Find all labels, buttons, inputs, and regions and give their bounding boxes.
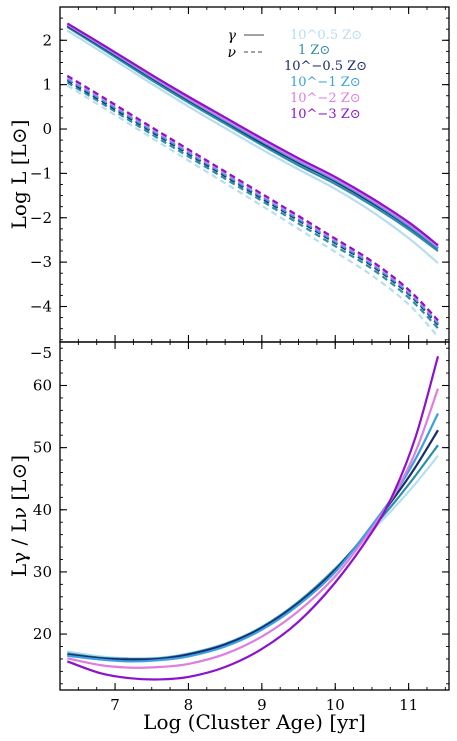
top-series-line-11	[66, 74, 439, 322]
top-y-tick-label: −2	[30, 209, 52, 227]
bottom-plot-frame	[59, 341, 450, 691]
bottom-extra-tick-label: −5	[30, 344, 52, 362]
bottom-y-axis-label: Lγ / Lν [L⊙]	[7, 455, 31, 577]
top-y-tick-label: −3	[30, 253, 52, 271]
top-ticks: 2 1 0 −1 −2 −3 −4	[30, 6, 449, 342]
bottom-series-line-1	[67, 444, 439, 661]
bottom-series-line-5	[66, 355, 440, 681]
legend-style-key-label: γ	[228, 28, 237, 44]
top-series-group	[66, 22, 439, 338]
top-series-line-7	[66, 81, 439, 330]
top-y-tick-label: −1	[30, 164, 52, 182]
legend-entry-label: 10^−2 Z⊙	[290, 91, 361, 106]
top-y-tick-label: 1	[42, 76, 52, 94]
legend-entry-label: 10^−3 Z⊙	[290, 107, 361, 122]
bottom-series-line-4	[67, 388, 440, 669]
top-series-line-1	[66, 26, 439, 252]
bottom-ticks: 20 30 40 50 60 7 8 9 10 11 −5	[30, 342, 449, 714]
bottom-y-tick-label: 30	[33, 563, 52, 581]
top-series-line-0	[66, 29, 439, 264]
top-series-line-9	[66, 77, 439, 325]
legend-style-key-label: ν	[227, 45, 236, 61]
bottom-x-tick-label: 7	[110, 696, 120, 714]
bottom-y-tick-label: 20	[33, 625, 52, 643]
bottom-y-tick-label: 40	[33, 501, 52, 519]
top-y-tick-label: 0	[42, 120, 52, 138]
bottom-series-group	[66, 355, 440, 681]
bottom-panel: 20 30 40 50 60 7 8 9 10 11 −5 Lγ / Lν [L⊙] Log (Cl…	[7, 341, 450, 734]
x-axis-label: Log (Cluster Age) [yr]	[143, 710, 366, 734]
legend-entry-label: 1 Z⊙	[298, 43, 330, 58]
top-series-line-5	[66, 22, 439, 247]
bottom-x-tick-label: 11	[399, 696, 418, 714]
bottom-y-tick-label: 50	[33, 439, 52, 457]
legend-entry-label: 10^−1 Z⊙	[290, 75, 361, 90]
top-series-line-6	[66, 84, 439, 338]
bottom-y-tick-label: 60	[33, 377, 52, 395]
legend: γν 10^0.5 Z⊙1 Z⊙10^−0.5 Z⊙10^−1 Z⊙10^−2 Z…	[227, 28, 367, 122]
top-y-axis-label: Log L [L⊙]	[7, 120, 31, 230]
bottom-series-line-0	[67, 455, 439, 660]
bottom-series-line-2	[67, 429, 439, 661]
bottom-x-tick-label: 8	[184, 696, 194, 714]
legend-entry-label: 10^0.5 Z⊙	[290, 28, 362, 43]
legend-entry-label: 10^−0.5 Z⊙	[284, 59, 367, 74]
top-y-tick-label: −4	[30, 298, 52, 316]
bottom-x-tick-label: 10	[326, 696, 345, 714]
bottom-series-line-3	[67, 412, 439, 663]
top-y-tick-label: 2	[42, 31, 52, 49]
bottom-x-tick-label: 9	[257, 696, 267, 714]
